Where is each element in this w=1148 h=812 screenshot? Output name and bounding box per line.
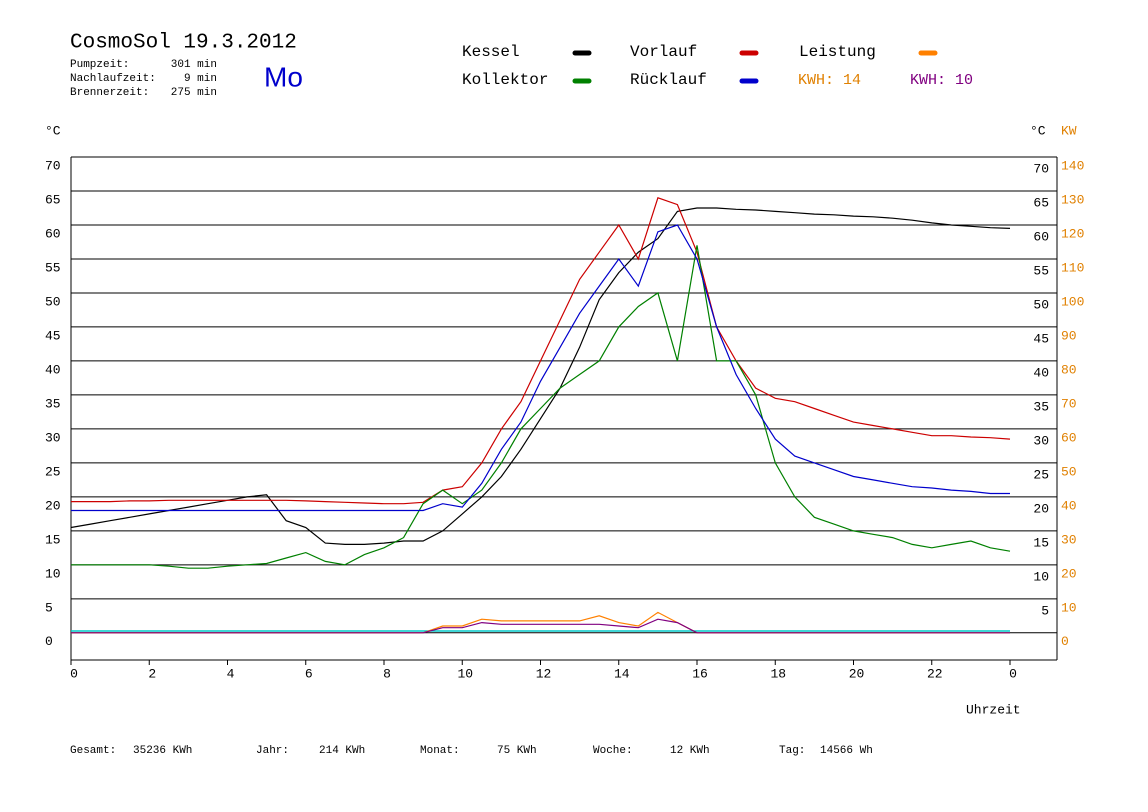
y2-tick-label: 140 bbox=[1061, 158, 1084, 173]
x-tick-label: 4 bbox=[227, 666, 235, 681]
y-right-tick-label: 65 bbox=[1033, 195, 1049, 210]
y-tick-label: 15 bbox=[45, 532, 61, 547]
x-tick-label: 20 bbox=[849, 666, 865, 681]
y-right-tick-label: 40 bbox=[1033, 365, 1049, 380]
footer-label: Jahr: bbox=[256, 745, 289, 757]
y2-tick-label: 130 bbox=[1061, 192, 1084, 207]
y-right-tick-label: 10 bbox=[1033, 569, 1049, 584]
footer-label: Tag: bbox=[779, 745, 805, 757]
footer-value: 214 KWh bbox=[319, 745, 365, 757]
y2-tick-label: 40 bbox=[1061, 498, 1077, 513]
x-tick-label: 6 bbox=[305, 666, 313, 681]
y2-tick-label: 120 bbox=[1061, 226, 1084, 241]
stat-value: 275 min bbox=[171, 87, 217, 99]
weekday: Mo bbox=[264, 61, 303, 92]
y-tick-label: 60 bbox=[45, 226, 61, 241]
y-tick-label: 25 bbox=[45, 464, 61, 479]
y-right-tick-label: 20 bbox=[1033, 501, 1049, 516]
y-axis-label: °C bbox=[45, 123, 61, 138]
x-tick-label: 14 bbox=[614, 666, 630, 681]
y-right-tick-label: 25 bbox=[1033, 467, 1049, 482]
x-tick-label: 0 bbox=[1009, 666, 1017, 681]
y-right-tick-label: 60 bbox=[1033, 229, 1049, 244]
legend-label: Vorlauf bbox=[630, 43, 697, 61]
stat-label: Pumpzeit: bbox=[70, 59, 129, 71]
footer-label: Woche: bbox=[593, 745, 633, 757]
y-right-tick-label: 5 bbox=[1041, 603, 1049, 618]
y-tick-label: 30 bbox=[45, 430, 61, 445]
y2-tick-label: 60 bbox=[1061, 430, 1077, 445]
footer-value: 12 KWh bbox=[670, 745, 710, 757]
y-right-tick-label: 70 bbox=[1033, 161, 1049, 176]
footer-label: Monat: bbox=[420, 745, 460, 757]
y-tick-label: 5 bbox=[45, 600, 53, 615]
x-tick-label: 8 bbox=[383, 666, 391, 681]
x-tick-label: 10 bbox=[457, 666, 473, 681]
y2-tick-label: 100 bbox=[1061, 294, 1084, 309]
x-tick-label: 18 bbox=[770, 666, 786, 681]
y2-axis-label: KW bbox=[1061, 123, 1077, 138]
series-line bbox=[71, 611, 1010, 634]
legend-label: Kollektor bbox=[462, 71, 548, 89]
legend-label: Leistung bbox=[799, 43, 876, 61]
kwh-purple: KWH: 10 bbox=[910, 72, 973, 89]
legend-label: Rücklauf bbox=[630, 71, 707, 89]
legend-label: Kessel bbox=[462, 43, 520, 61]
y2-tick-label: 10 bbox=[1061, 600, 1077, 615]
x-tick-label: 0 bbox=[70, 666, 78, 681]
y2-tick-label: 90 bbox=[1061, 328, 1077, 343]
y-right-tick-label: 30 bbox=[1033, 433, 1049, 448]
footer-label: Gesamt: bbox=[70, 745, 116, 757]
x-tick-label: 22 bbox=[927, 666, 943, 681]
y2-tick-label: 30 bbox=[1061, 532, 1077, 547]
kwh-orange: KWH: 14 bbox=[798, 72, 861, 89]
footer-value: 14566 Wh bbox=[820, 745, 873, 757]
y2-tick-label: 70 bbox=[1061, 396, 1077, 411]
series-line bbox=[71, 224, 1010, 512]
y-right-tick-label: 15 bbox=[1033, 535, 1049, 550]
series-line bbox=[71, 197, 1011, 505]
y-tick-label: 50 bbox=[45, 294, 61, 309]
y-right-tick-label: 50 bbox=[1033, 297, 1049, 312]
stat-label: Brennerzeit: bbox=[70, 87, 149, 99]
series-line bbox=[71, 245, 1011, 569]
stat-label: Nachlaufzeit: bbox=[70, 73, 156, 85]
y-tick-label: 65 bbox=[45, 192, 61, 207]
y-tick-label: 20 bbox=[45, 498, 61, 513]
stat-value: 9 min bbox=[184, 73, 217, 85]
series-line bbox=[71, 618, 1010, 634]
y2-tick-label: 0 bbox=[1061, 634, 1069, 649]
y2-tick-label: 20 bbox=[1061, 566, 1077, 581]
y2-tick-label: 80 bbox=[1061, 362, 1077, 377]
y-right-tick-label: 45 bbox=[1033, 331, 1049, 346]
y-right-tick-label: 55 bbox=[1033, 263, 1049, 278]
y-right-tick-label: 35 bbox=[1033, 399, 1049, 414]
chart-title: CosmoSol 19.3.2012 bbox=[70, 32, 297, 55]
y-tick-label: 35 bbox=[45, 396, 61, 411]
y-tick-label: 10 bbox=[45, 566, 61, 581]
y-tick-label: 45 bbox=[45, 328, 61, 343]
y-tick-label: 70 bbox=[45, 158, 61, 173]
y-tick-label: 40 bbox=[45, 362, 61, 377]
y-tick-label: 0 bbox=[45, 634, 53, 649]
y2-tick-label: 50 bbox=[1061, 464, 1077, 479]
y-tick-label: 55 bbox=[45, 260, 61, 275]
footer-value: 75 KWh bbox=[497, 745, 537, 757]
y-axis-label-right: °C bbox=[1030, 123, 1046, 138]
x-axis-label: Uhrzeit bbox=[966, 702, 1021, 717]
stat-value: 301 min bbox=[171, 59, 217, 71]
x-tick-label: 2 bbox=[148, 666, 156, 681]
y2-tick-label: 110 bbox=[1061, 260, 1084, 275]
footer-value: 35236 KWh bbox=[133, 745, 192, 757]
x-tick-label: 16 bbox=[692, 666, 708, 681]
x-tick-label: 12 bbox=[536, 666, 552, 681]
